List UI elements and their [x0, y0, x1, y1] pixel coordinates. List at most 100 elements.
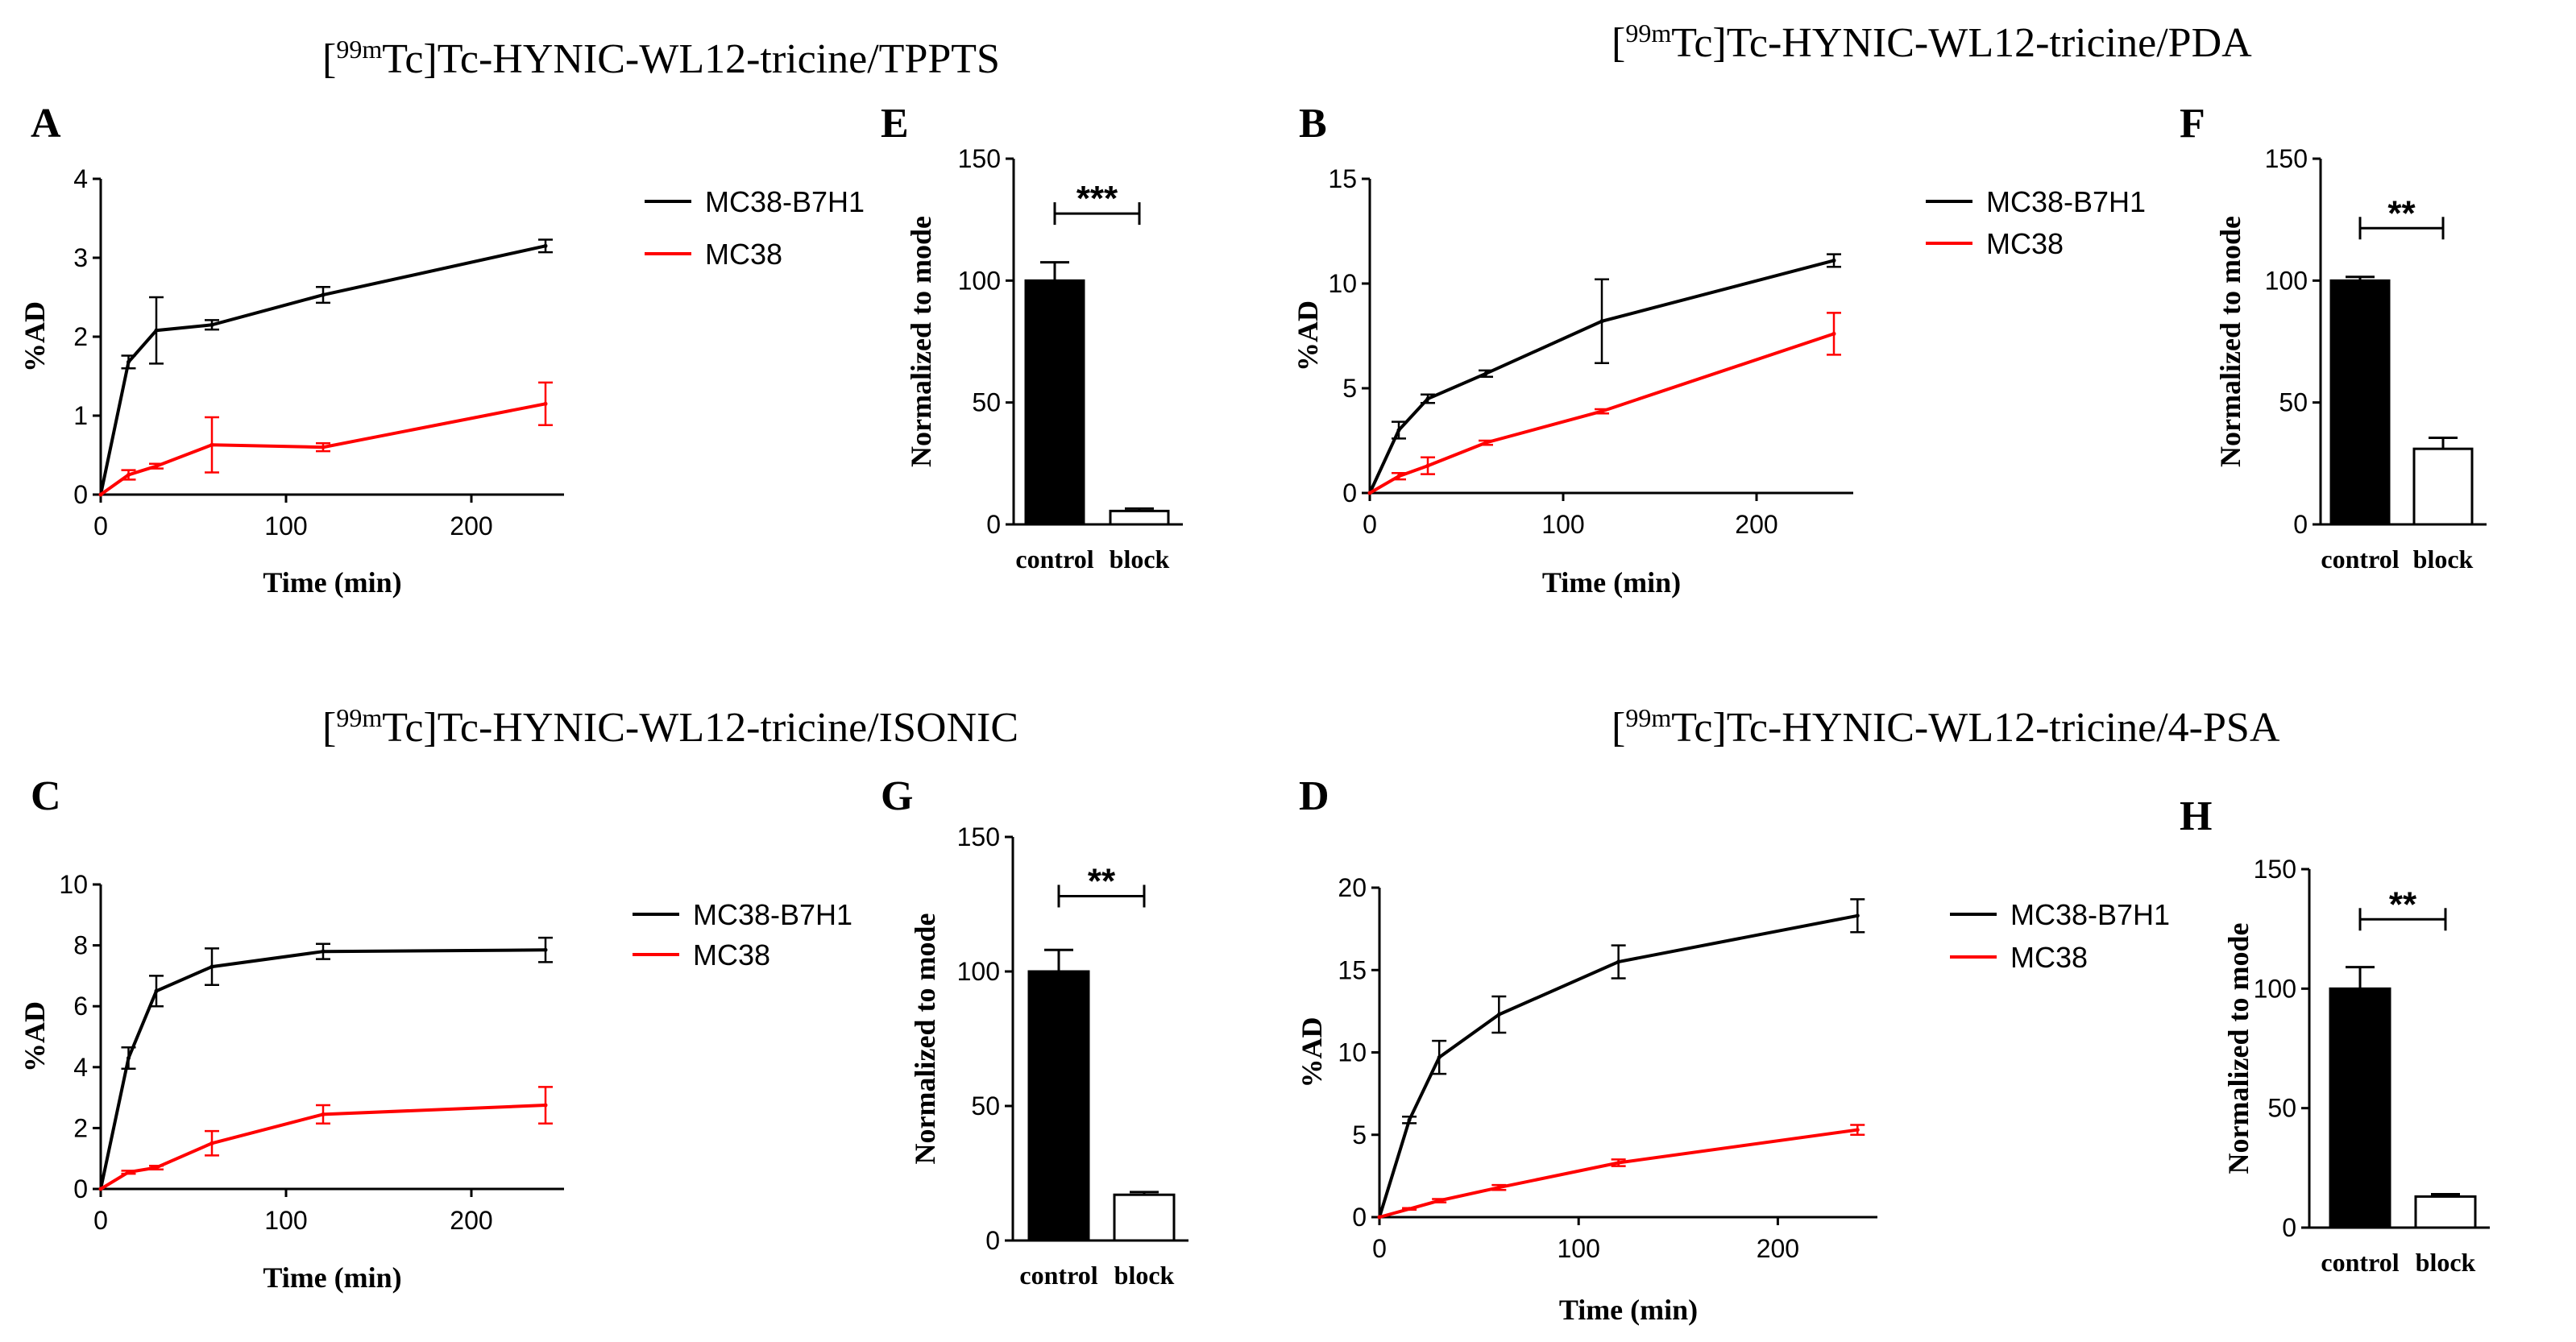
- x-tick-label: 200: [450, 512, 492, 541]
- bar-block: [2412, 447, 2474, 526]
- y-tick-label: 150: [957, 822, 1000, 851]
- x-tick-label: 100: [1558, 1234, 1600, 1263]
- legend-label: MC38-B7H1: [705, 185, 865, 218]
- y-axis-title: Normalized to mode: [2222, 923, 2255, 1174]
- y-tick-label: 0: [2282, 1213, 2296, 1242]
- bar-control: [1027, 970, 1090, 1242]
- bar-category-label: control: [1019, 1261, 1097, 1290]
- legend-label: MC38: [2010, 941, 2088, 974]
- y-tick-label: 0: [2293, 510, 2308, 539]
- y-tick-label: 150: [2265, 144, 2308, 173]
- bar-category-label: block: [1110, 545, 1170, 574]
- y-tick-label: 0: [1342, 478, 1357, 507]
- x-tick-label: 200: [1735, 510, 1777, 539]
- series-line: [99, 402, 546, 496]
- title-isonic: [99mTc]Tc-HYNIC-WL12-tricine/ISONIC: [322, 703, 1018, 751]
- series-line: [99, 948, 546, 1190]
- chart-panel-e: E 0 50 100 150 Normalized to mode control block…: [881, 101, 1183, 574]
- x-axis-title: Time (min): [263, 1261, 401, 1294]
- chart-panel-h: H 0 50 100 150 Normalized to mode control block…: [2180, 793, 2490, 1277]
- data-point: [98, 492, 103, 497]
- x-tick-label: 0: [93, 1206, 108, 1235]
- y-tick-label: 50: [2279, 388, 2308, 417]
- y-tick-label: 0: [1352, 1203, 1367, 1232]
- series-line: [1368, 259, 1835, 494]
- panel-letter: A: [31, 101, 61, 147]
- x-tick-label: 100: [264, 512, 307, 541]
- bar-block: [1113, 1193, 1176, 1242]
- legend-label: MC38-B7H1: [693, 898, 852, 931]
- y-axis-title: %AD: [1296, 1017, 1328, 1088]
- legend-label: MC38: [705, 238, 782, 271]
- x-tick-label: 0: [1363, 510, 1377, 539]
- y-tick-label: 100: [2254, 974, 2296, 1003]
- title-tppts: [99mTc]Tc-HYNIC-WL12-tricine/TPPTS: [322, 35, 1000, 82]
- y-axis-title: Normalized to mode: [905, 216, 937, 467]
- data-point: [1367, 491, 1372, 495]
- y-axis-title: %AD: [1292, 300, 1324, 371]
- series-line: [1379, 1128, 1858, 1219]
- y-tick-label: 0: [73, 480, 88, 509]
- y-tick-label: 50: [971, 1091, 1000, 1120]
- bar-category-label: block: [2416, 1248, 2476, 1277]
- chart-panel-b: B 0 5 10 15 0 100 200 Time (min) %AD MC38-B7H1 MC38: [1292, 101, 2146, 599]
- y-tick-label: 0: [985, 1226, 1000, 1255]
- x-axis-title: Time (min): [1542, 566, 1681, 599]
- y-tick-label: 100: [958, 266, 1001, 295]
- title-4psa: [99mTc]Tc-HYNIC-WL12-tricine/4-PSA: [1612, 703, 2280, 751]
- legend-label: MC38-B7H1: [2010, 898, 2170, 931]
- bar-category-label: block: [2413, 545, 2474, 574]
- legend-label: MC38: [1986, 227, 2064, 260]
- y-axis-title: %AD: [19, 301, 51, 372]
- y-tick-label: 8: [73, 931, 88, 960]
- y-tick-label: 15: [1328, 164, 1357, 193]
- x-tick-label: 100: [264, 1206, 307, 1235]
- y-axis-title: Normalized to mode: [909, 913, 941, 1165]
- series-line: [99, 1104, 546, 1191]
- y-tick-label: 150: [2254, 855, 2296, 884]
- significance-marker: **: [1088, 861, 1116, 901]
- y-tick-label: 4: [73, 1053, 88, 1082]
- y-tick-label: 6: [73, 992, 88, 1021]
- significance-marker: **: [2387, 193, 2416, 233]
- panel-letter: D: [1299, 773, 1329, 819]
- bar-category-label: control: [1015, 545, 1093, 574]
- y-tick-label: 2: [73, 1113, 88, 1142]
- y-tick-label: 15: [1338, 955, 1367, 984]
- y-tick-label: 2: [73, 322, 88, 351]
- data-point: [1377, 1215, 1382, 1220]
- bar-block: [2414, 1195, 2477, 1229]
- chart-panel-a: A 0 1 2 3 4 0 100 200 Time (min) %AD MC38-B7H1 MC38: [19, 101, 865, 599]
- y-tick-label: 3: [73, 243, 88, 272]
- chart-panel-g: G 0 50 100 150 Normalized to mode control block…: [881, 773, 1188, 1290]
- significance-marker: **: [2389, 884, 2417, 924]
- x-axis-title: Time (min): [1559, 1294, 1698, 1326]
- x-axis-title: Time (min): [263, 566, 401, 599]
- title-pda: [99mTc]Tc-HYNIC-WL12-tricine/PDA: [1612, 19, 2252, 66]
- y-tick-label: 0: [73, 1174, 88, 1203]
- bar-control: [2329, 987, 2391, 1229]
- panel-letter: H: [2180, 793, 2212, 839]
- y-axis-title: Normalized to mode: [2214, 216, 2246, 467]
- bar-block: [1109, 509, 1170, 526]
- y-axis-title: %AD: [19, 1001, 51, 1072]
- legend-label: MC38-B7H1: [1986, 185, 2146, 218]
- data-point: [98, 1187, 103, 1191]
- bar-category-label: block: [1114, 1261, 1175, 1290]
- y-tick-label: 20: [1338, 873, 1367, 902]
- bar-control: [2329, 279, 2391, 526]
- x-tick-label: 200: [450, 1206, 492, 1235]
- bar-category-label: control: [2321, 545, 2399, 574]
- y-tick-label: 100: [957, 957, 1000, 986]
- y-tick-label: 10: [1338, 1038, 1367, 1067]
- x-tick-label: 200: [1757, 1234, 1799, 1263]
- significance-marker: ***: [1076, 179, 1118, 218]
- bar-control: [1024, 279, 1085, 526]
- y-tick-label: 0: [986, 510, 1001, 539]
- y-tick-label: 10: [59, 870, 88, 899]
- panel-letter: G: [881, 773, 913, 819]
- panel-letter: B: [1299, 101, 1327, 147]
- x-tick-label: 0: [93, 512, 108, 541]
